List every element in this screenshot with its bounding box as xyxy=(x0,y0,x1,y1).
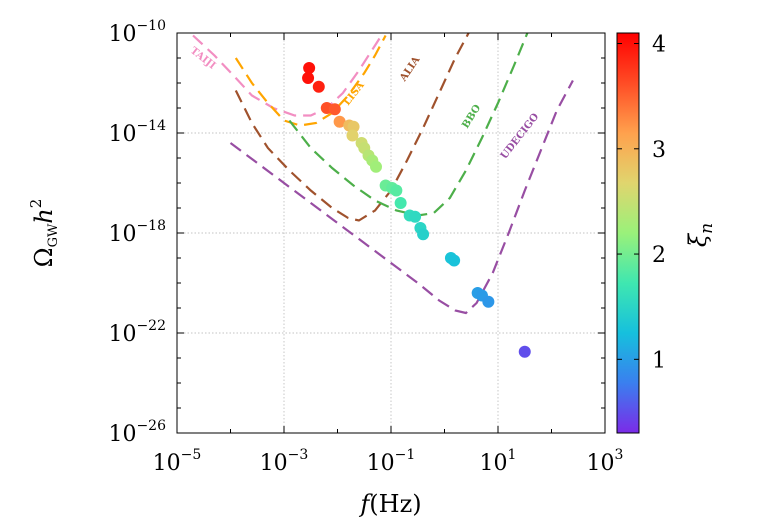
curve-udecigo xyxy=(229,79,574,315)
data-point xyxy=(394,197,407,209)
data-point xyxy=(482,295,495,308)
x-tick-label: 10−1 xyxy=(367,447,416,476)
y-tick-label: 10−10 xyxy=(108,18,166,47)
y-tick-label-exp: −22 xyxy=(136,318,166,334)
y-axis-label-h: h xyxy=(30,208,58,223)
curve-label-lisa: LISA xyxy=(342,80,367,108)
data-point xyxy=(312,80,325,93)
colorbar-label: ξn xyxy=(684,223,717,247)
y-axis-label-omega: Ω xyxy=(30,247,58,267)
axis-ticks: 10−5 10−3 10−1 101 10310−1010−1410−1810−2210… xyxy=(108,18,623,476)
colorbar-tick-label: 1 xyxy=(652,348,666,373)
data-point xyxy=(390,184,403,197)
curve-label-taiji: TAIJI xyxy=(188,45,218,72)
data-point xyxy=(346,129,359,142)
x-tick-label-base: 10 xyxy=(587,451,615,476)
scatter-points xyxy=(302,62,531,358)
x-tick-label-base: 10 xyxy=(367,451,395,476)
y-tick-label: 10−14 xyxy=(108,118,166,147)
data-point xyxy=(333,115,346,128)
y-axis-label-sub: GW xyxy=(46,223,61,247)
colorbar-label-xi: ξ xyxy=(684,232,712,247)
sensitivity-curves xyxy=(192,33,574,315)
colorbar-tick-label: 2 xyxy=(652,243,666,268)
y-tick-label: 10−26 xyxy=(108,418,166,447)
colorbar-ticks: 1 2 3 4 xyxy=(617,33,666,373)
curve-alia xyxy=(234,33,470,222)
x-tick-label: 10−3 xyxy=(260,447,309,476)
y-axis-label-sup: 2 xyxy=(27,199,45,209)
data-point xyxy=(417,228,430,241)
y-tick-label-exp: −10 xyxy=(136,18,166,34)
y-tick-label-exp: −26 xyxy=(136,418,166,434)
x-axis-label-unit: (Hz) xyxy=(369,490,421,518)
x-tick-label-exp: −3 xyxy=(288,447,309,463)
x-tick-label: 10−5 xyxy=(153,447,202,476)
x-tick-label-exp: 3 xyxy=(615,447,624,463)
y-tick-label-base: 10 xyxy=(108,22,136,47)
curve-lisa xyxy=(234,34,387,127)
colorbar-tick-label: 4 xyxy=(652,33,666,58)
y-tick-label-exp: −18 xyxy=(136,218,166,234)
x-tick-label-base: 10 xyxy=(480,451,508,476)
y-tick-label-base: 10 xyxy=(108,422,136,447)
x-tick-label: 101 xyxy=(480,447,517,476)
data-point xyxy=(302,72,315,84)
data-point xyxy=(328,103,341,116)
colorbar-tick-label: 3 xyxy=(652,138,666,163)
curve-label-bbo: BBO xyxy=(460,103,483,131)
x-tick-label: 103 xyxy=(587,447,624,476)
curve-label-udecigo: UDECIGO xyxy=(499,111,542,161)
y-axis-label: ΩGWh2 xyxy=(27,199,61,268)
curve-taiji xyxy=(192,33,384,117)
curve-bbo xyxy=(288,33,529,217)
data-point xyxy=(303,62,316,74)
x-tick-label-exp: −5 xyxy=(181,447,202,463)
data-point xyxy=(448,254,461,267)
colorbar xyxy=(616,32,640,434)
data-point xyxy=(409,210,422,223)
x-tick-label-base: 10 xyxy=(153,451,181,476)
grid xyxy=(176,32,606,434)
data-point xyxy=(347,120,360,133)
y-tick-label-base: 10 xyxy=(108,322,136,347)
y-tick-label-base: 10 xyxy=(108,122,136,147)
y-tick-label: 10−18 xyxy=(108,218,166,247)
y-tick-label-exp: −14 xyxy=(136,118,166,134)
y-tick-label-base: 10 xyxy=(108,222,136,247)
x-tick-label-exp: 1 xyxy=(508,447,517,463)
data-point xyxy=(518,345,531,358)
x-axis-label: f(Hz) xyxy=(358,490,421,518)
colorbar-label-sub: n xyxy=(697,223,717,234)
x-tick-label-base: 10 xyxy=(260,451,288,476)
curve-label-alia: ALIA xyxy=(398,55,423,85)
data-point xyxy=(370,160,383,173)
x-tick-label-exp: −1 xyxy=(395,447,416,463)
y-tick-label: 10−22 xyxy=(108,318,166,347)
